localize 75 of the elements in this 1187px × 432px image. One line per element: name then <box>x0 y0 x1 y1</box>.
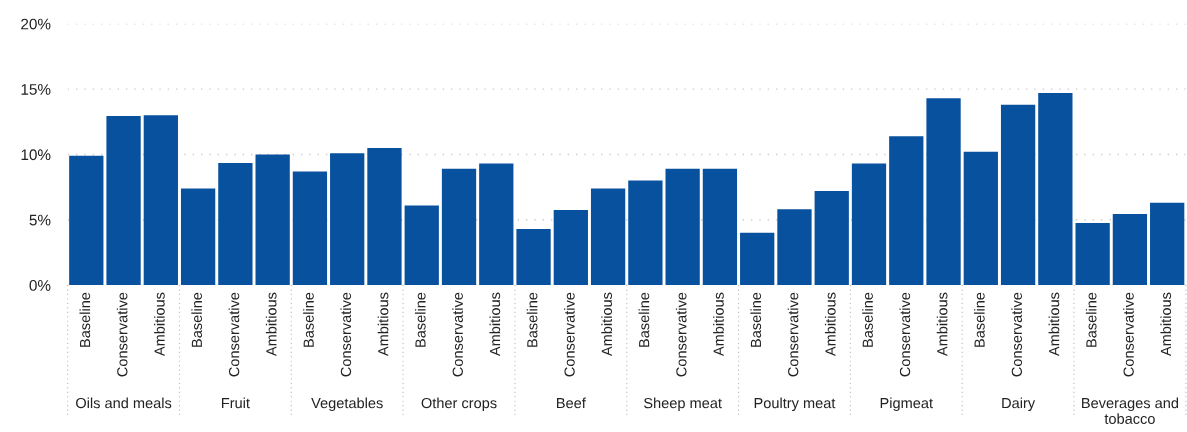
bar <box>851 163 887 286</box>
bar <box>628 180 663 286</box>
x-tick-label: Baseline <box>750 292 762 347</box>
x-tick-label: Conservative <box>228 292 240 377</box>
y-tick-label: 5% <box>29 214 51 226</box>
x-tick-label: Ambitious <box>377 292 389 357</box>
x-tick-label: Ambitious <box>154 292 165 357</box>
bar <box>255 154 290 286</box>
x-tick-label: Conservative <box>340 292 352 377</box>
bar <box>702 168 738 286</box>
bar <box>404 205 439 286</box>
bar <box>218 162 253 286</box>
bar <box>1150 202 1185 286</box>
x-tick-label: Baseline <box>974 292 985 347</box>
bar <box>330 153 365 286</box>
bar <box>292 171 328 286</box>
x-tick-label: Baseline <box>862 292 873 347</box>
x-tick-label: Conservative <box>564 292 575 377</box>
bar <box>889 136 924 286</box>
text: Pigmeat <box>880 397 933 412</box>
x-tick-label: Baseline <box>638 292 650 347</box>
x-tick-label: Conservative <box>1123 292 1134 377</box>
x-tick-label: Conservative <box>452 292 463 377</box>
x-tick-label: Baseline <box>191 292 203 347</box>
x-tick-label: Conservative <box>787 292 799 377</box>
x-tick-label: Ambitious <box>713 292 724 357</box>
bar <box>367 147 402 286</box>
text: Poultry meat <box>754 397 836 412</box>
x-tick-label: Conservative <box>1011 292 1022 377</box>
text: Dairy <box>1002 397 1036 412</box>
text: Other crops <box>421 397 497 412</box>
bar <box>665 168 700 286</box>
bar <box>479 163 514 286</box>
bar <box>180 188 216 286</box>
x-tick-label: Conservative <box>899 292 911 377</box>
bar <box>814 191 849 286</box>
x-tick-label: Ambitious <box>265 292 277 357</box>
text: Vegetables <box>311 397 383 412</box>
x-tick-label: Baseline <box>1085 292 1097 347</box>
text: Beverages and tobacco <box>1082 397 1179 424</box>
x-tick-label: Baseline <box>79 292 91 347</box>
x-tick-label: Baseline <box>303 292 314 347</box>
x-tick-label: Ambitious <box>489 292 501 357</box>
bar <box>516 228 551 286</box>
bar <box>740 232 775 286</box>
bar <box>1038 93 1073 286</box>
x-tick-label: Ambitious <box>601 292 613 357</box>
bar <box>143 115 178 286</box>
y-tick-label: 20% <box>21 18 51 30</box>
bar <box>1075 223 1110 286</box>
bar <box>1000 104 1036 286</box>
text: Fruit <box>222 397 250 409</box>
x-tick-label: Baseline <box>526 292 538 347</box>
text: Beef <box>557 397 586 409</box>
y-tick-label: 10% <box>21 149 51 161</box>
x-tick-label: Conservative <box>116 292 128 377</box>
bar <box>441 168 477 286</box>
y-tick-label: 15% <box>21 84 51 95</box>
text: Sheep meat <box>643 397 722 412</box>
bar <box>963 151 998 286</box>
x-tick-label: Ambitious <box>1160 292 1172 357</box>
x-tick-label: Conservative <box>675 292 687 377</box>
bar <box>1112 213 1148 286</box>
x-tick-label: Ambitious <box>1048 292 1060 357</box>
x-tick-label: Baseline <box>414 292 426 347</box>
y-tick-label: 0% <box>29 279 51 291</box>
x-tick-label: Ambitious <box>936 292 948 357</box>
bar <box>553 209 588 286</box>
bar <box>777 209 812 286</box>
x-tick-label: Ambitious <box>824 292 836 357</box>
bar <box>106 115 141 286</box>
bar <box>590 188 626 286</box>
bar <box>69 155 104 286</box>
text: Oils and meals <box>76 397 172 409</box>
bar <box>926 98 961 286</box>
